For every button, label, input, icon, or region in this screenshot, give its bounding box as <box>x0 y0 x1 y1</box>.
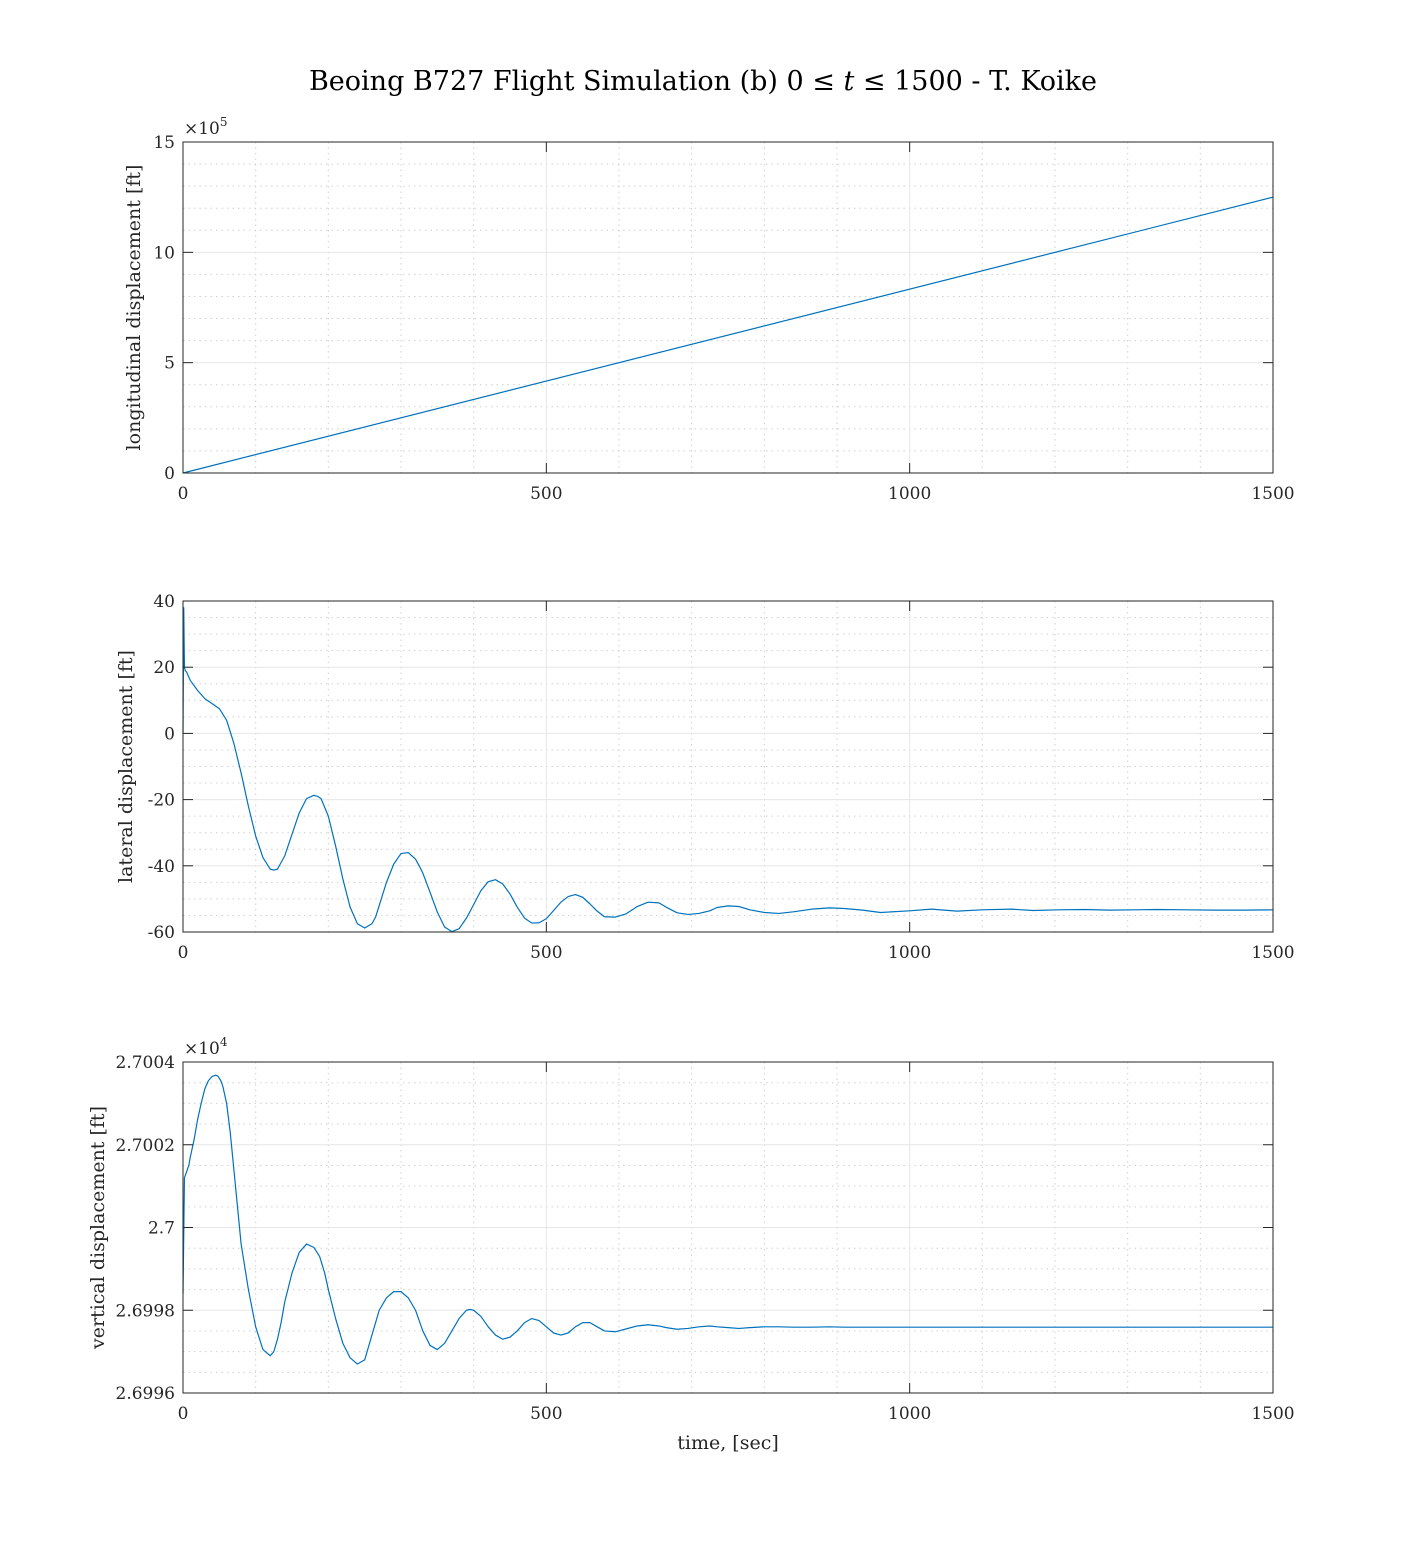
x-tick-label: 1000 <box>888 943 931 963</box>
x-tick-label: 1500 <box>1251 943 1294 963</box>
axis-exponent-label: ×105 <box>184 115 228 139</box>
x-tick-label: 1000 <box>888 1404 931 1424</box>
subplot-3: 0 500 1000 1500 2.6996 2.6998 2.7 2.7002 2.7004 ×… <box>87 1035 1295 1454</box>
y-tick-label: 2.6998 <box>116 1301 175 1321</box>
y-tick-label: 0 <box>164 724 175 744</box>
series-line-1 <box>182 607 1274 933</box>
y-tick-label: 40 <box>153 592 175 612</box>
y-tick-label: -20 <box>148 791 175 811</box>
y-tick-label: 0 <box>164 464 175 484</box>
y-tick-label: -60 <box>148 923 175 943</box>
figure-title-variable: t <box>843 66 855 97</box>
y-tick-label: 2.7002 <box>116 1136 175 1156</box>
figure-title: Beoing B727 Flight Simulation (b) 0 ≤ t … <box>0 66 1406 97</box>
y-tick-label: 2.7 <box>148 1219 175 1239</box>
x-tick-label: 1500 <box>1251 484 1294 504</box>
y-axis-label: lateral displacement [ft] <box>115 650 137 883</box>
x-tick-label: 500 <box>530 943 562 963</box>
exponent-base: ×10 <box>184 119 220 139</box>
axes-box <box>182 141 1274 474</box>
x-tick-label: 500 <box>530 484 562 504</box>
figure-title-pre: Beoing B727 Flight Simulation (b) 0 ≤ <box>308 66 844 97</box>
y-axis-label: vertical displacement [ft] <box>87 1106 109 1350</box>
axes-box <box>182 600 1274 933</box>
axis-exponent-label: ×104 <box>184 1035 228 1059</box>
figure-title-post: ≤ 1500 - T. Koike <box>854 66 1098 97</box>
subplot-2: 0 500 1000 1500 -60 -40 -20 0 20 40 lateral displa… <box>115 592 1295 963</box>
y-tick-label: 2.7004 <box>116 1053 175 1073</box>
y-axis-label: longitudinal displacement [ft] <box>123 165 145 451</box>
y-tick-label: 20 <box>153 658 175 678</box>
y-tick-label: -40 <box>148 857 175 877</box>
exponent-power: 4 <box>220 1035 228 1049</box>
y-tick-label: 10 <box>153 243 175 263</box>
x-tick-label: 500 <box>530 1404 562 1424</box>
series-line-1 <box>182 1074 1273 1365</box>
y-tick-label: 15 <box>153 133 175 153</box>
series-line-1 <box>182 196 1274 474</box>
x-tick-label: 0 <box>178 943 189 963</box>
x-tick-label: 1500 <box>1251 1404 1294 1424</box>
x-tick-label: 0 <box>178 1404 189 1424</box>
x-tick-label: 1000 <box>888 484 931 504</box>
y-tick-label: 2.6996 <box>116 1384 175 1404</box>
exponent-base: ×10 <box>184 1039 220 1059</box>
y-tick-label: 5 <box>164 354 175 374</box>
x-tick-label: 0 <box>178 484 189 504</box>
x-axis-label: time, [sec] <box>677 1432 779 1454</box>
exponent-power: 5 <box>220 115 228 129</box>
